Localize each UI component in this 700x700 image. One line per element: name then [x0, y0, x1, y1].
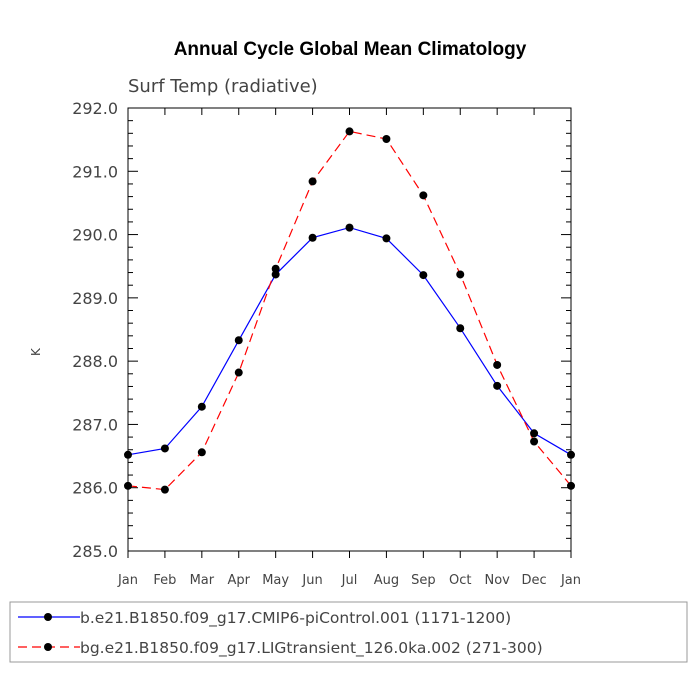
- x-tick-label: Jul: [341, 573, 358, 588]
- data-point: [530, 429, 539, 438]
- x-tick-label: Jun: [301, 573, 322, 588]
- data-point: [308, 177, 317, 186]
- series-line-2: [127, 130, 572, 491]
- y-tick-label: 290.0: [72, 226, 118, 245]
- data-point: [493, 360, 502, 369]
- data-point: [197, 448, 206, 457]
- data-point: [345, 127, 354, 136]
- x-tick-labels: Jan Feb Mar Apr May Jun Jul Aug Sep Oct Nov Dec Jan: [117, 573, 581, 588]
- x-tick-label: Feb: [153, 573, 176, 588]
- chart-title: Annual Cycle Global Mean Climatology: [174, 39, 527, 60]
- legend-box: [9, 601, 688, 663]
- x-tick-label: Dec: [522, 573, 547, 588]
- y-tick-label: 285.0: [72, 542, 118, 561]
- series-line-1: [127, 226, 572, 456]
- data-point: [456, 270, 465, 279]
- data-point: [160, 485, 169, 494]
- x-tick-label: Nov: [484, 573, 510, 588]
- legend-marker: [44, 613, 52, 621]
- plot-frame: [127, 107, 572, 552]
- data-point: [345, 223, 354, 232]
- y-tick-labels: 285.0 286.0 287.0 288.0 289.0 290.0 291.0 292.0: [72, 99, 118, 561]
- legend-label-2: bg.e21.B1850.f09_g17.LIGtransient_126.0k…: [80, 639, 543, 658]
- x-tick-label: Sep: [411, 573, 436, 588]
- data-point: [493, 381, 502, 390]
- x-tick-label: Mar: [190, 573, 215, 588]
- legend: b.e21.B1850.f09_g17.CMIP6-piControl.001 …: [18, 609, 543, 658]
- data-point: [419, 271, 428, 280]
- data-point: [124, 481, 132, 490]
- y-tick-label: 286.0: [72, 479, 118, 498]
- data-point: [567, 481, 575, 490]
- axis-ticks: [127, 107, 572, 558]
- data-point: [456, 324, 465, 333]
- data-point: [530, 437, 539, 446]
- y-tick-label: 291.0: [72, 162, 118, 181]
- y-tick-label: 289.0: [72, 289, 118, 308]
- y-tick-label: 292.0: [72, 99, 118, 118]
- data-point: [234, 368, 243, 377]
- data-point: [567, 450, 575, 459]
- chart-subtitle: Surf Temp (radiative): [128, 76, 318, 97]
- y-tick-label: 287.0: [72, 415, 118, 434]
- x-tick-label: Jan: [117, 573, 138, 588]
- y-axis-label: K: [29, 347, 43, 356]
- x-tick-label: Aug: [374, 573, 399, 588]
- data-point: [308, 233, 317, 242]
- data-point: [382, 135, 391, 144]
- data-point: [382, 234, 391, 243]
- data-point: [234, 336, 243, 345]
- x-tick-label: Oct: [449, 573, 471, 588]
- data-point: [419, 191, 428, 200]
- data-point: [197, 402, 206, 411]
- x-tick-label: Jan: [560, 573, 581, 588]
- data-point: [271, 264, 280, 273]
- data-point: [160, 444, 169, 453]
- series-lines: [124, 127, 575, 494]
- legend-marker: [44, 643, 52, 651]
- y-tick-label: 288.0: [72, 352, 118, 371]
- data-point: [271, 270, 280, 279]
- x-tick-label: May: [262, 573, 289, 588]
- legend-label-1: b.e21.B1850.f09_g17.CMIP6-piControl.001 …: [80, 609, 511, 628]
- data-point: [124, 450, 132, 459]
- x-tick-label: Apr: [228, 573, 251, 588]
